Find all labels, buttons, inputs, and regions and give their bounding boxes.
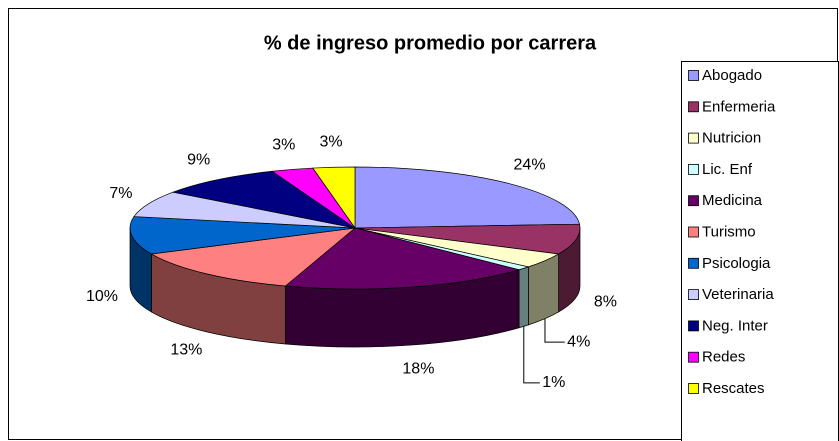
legend-swatch [688, 320, 699, 332]
data-label: 13% [170, 342, 202, 359]
legend-label: Turismo [702, 223, 756, 240]
legend-label: Lic. Enf [702, 161, 753, 178]
slice [284, 227, 521, 290]
leader-line [523, 326, 540, 384]
legend-label: Psicologia [702, 255, 771, 272]
data-label: 3% [272, 137, 295, 154]
slice [354, 166, 580, 229]
leader-line [544, 318, 565, 343]
legend-swatch [688, 257, 699, 269]
legend-swatch [688, 132, 699, 144]
legend-box [681, 61, 839, 441]
slice [129, 216, 356, 255]
data-label: 24% [514, 157, 546, 174]
legend-swatch [688, 383, 699, 394]
slice-side [518, 266, 529, 329]
data-label: 7% [109, 185, 132, 202]
legend-label: Rescates [702, 380, 765, 397]
legend-label: Medicina [702, 192, 763, 209]
slice [150, 227, 357, 287]
legend-label: Neg. Inter [702, 317, 768, 334]
legend-label: Veterinaria [702, 286, 774, 303]
data-label: 8% [594, 293, 617, 310]
data-label: 4% [567, 333, 590, 350]
legend-swatch [688, 195, 699, 207]
data-label: 9% [187, 151, 210, 168]
legend-swatch [688, 70, 699, 81]
data-label: 10% [86, 288, 118, 305]
legend-swatch [688, 101, 699, 113]
legend-swatch [688, 289, 699, 301]
legend-label: Nutricion [702, 130, 761, 147]
legend-swatch [688, 226, 699, 238]
chart-title: % de ingreso promedio por carrera [264, 32, 597, 54]
legend-label: Redes [702, 349, 745, 366]
legend-label: Enfermeria [702, 98, 776, 115]
legend-label: Abogado [702, 67, 762, 84]
legend-swatch [688, 163, 699, 175]
data-label: 1% [542, 374, 565, 391]
slice [354, 223, 581, 255]
data-label: 18% [402, 361, 434, 378]
legend-swatch [688, 351, 699, 363]
slice [171, 170, 356, 229]
data-label: 3% [319, 134, 342, 151]
slice [312, 166, 356, 230]
